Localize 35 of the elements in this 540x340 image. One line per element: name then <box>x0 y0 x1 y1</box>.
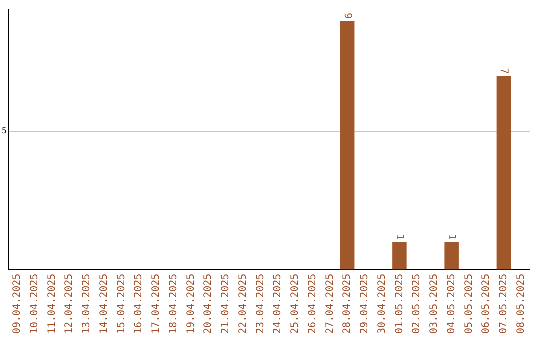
x-tick-label: 19.04.2025 <box>186 274 197 334</box>
data-label: 1 <box>394 234 406 240</box>
x-tick-label: 18.04.2025 <box>168 274 180 334</box>
x-tick-label: 13.04.2025 <box>82 274 93 334</box>
x-tick-label: 27.04.2025 <box>324 274 336 334</box>
x-tick-label: 09.04.2025 <box>12 274 24 334</box>
x-tick-label: 17.04.2025 <box>151 274 162 334</box>
data-label: 1 <box>446 234 458 240</box>
x-tick-label: 26.04.2025 <box>307 274 318 334</box>
data-label: 7 <box>498 68 510 74</box>
x-tick-label: 22.04.2025 <box>238 274 249 334</box>
x-tick-label: 06.05.2025 <box>481 274 492 334</box>
x-tick-label: 11.04.2025 <box>46 274 58 334</box>
data-label: 9 <box>342 13 353 20</box>
x-tick-label: 12.04.2025 <box>64 274 76 334</box>
x-tick-label: 05.05.2025 <box>464 274 475 334</box>
x-tick-label: 03.05.2025 <box>429 274 440 334</box>
x-tick-label: 02.05.2025 <box>412 274 423 334</box>
x-tick-label: 20.04.2025 <box>203 274 214 334</box>
x-tick-label: 25.04.2025 <box>290 274 302 334</box>
x-tick-label: 10.04.2025 <box>29 274 40 334</box>
x-tick-label: 29.04.2025 <box>360 274 371 334</box>
x-tick-label: 23.04.2025 <box>255 274 266 334</box>
x-tick-label: 01.05.2025 <box>394 274 406 334</box>
x-tick-label: 16.04.2025 <box>134 274 145 334</box>
x-tick-label: 21.04.2025 <box>220 274 232 334</box>
x-tick-label: 15.04.2025 <box>116 274 128 334</box>
x-tick-label: 07.05.2025 <box>498 274 510 334</box>
x-tick-label: 24.04.2025 <box>272 274 284 334</box>
x-tick-label: 30.04.2025 <box>376 274 388 334</box>
x-tick-label: 04.05.2025 <box>446 274 458 334</box>
x-tick-label: 28.04.2025 <box>342 274 354 334</box>
x-tick-label: 14.04.2025 <box>98 274 110 334</box>
y-tick-label: 5 <box>2 126 7 136</box>
x-tick-label: 08.05.2025 <box>516 274 527 334</box>
